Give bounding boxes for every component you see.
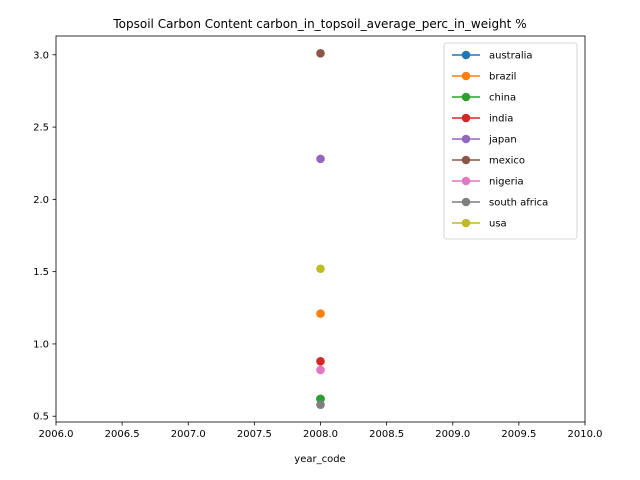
data-point-japan: [316, 154, 325, 164]
y-tick-label: 0.5: [33, 412, 49, 423]
x-tick-label: 2006.5: [105, 429, 140, 440]
y-tick-label: 1.5: [33, 267, 49, 278]
legend-label-india: india: [489, 114, 513, 125]
legend-marker-usa: [461, 218, 471, 228]
legend-label-mexico: mexico: [489, 156, 525, 167]
legend-label-nigeria: nigeria: [489, 177, 524, 188]
data-point-brazil: [316, 309, 325, 318]
x-tick-label: 2009.5: [501, 429, 536, 440]
legend-label-china: china: [489, 93, 516, 104]
legend-marker-nigeria: [461, 176, 471, 186]
y-tick-label: 2.5: [33, 123, 49, 134]
x-tick-label: 2006.0: [39, 429, 74, 440]
legend-box: [443, 42, 578, 240]
x-tick-label: 2008.5: [369, 429, 404, 440]
legend-label-australia: australia: [489, 51, 533, 62]
legend-label-south-africa: south africa: [489, 198, 548, 209]
legend-label-brazil: brazil: [489, 72, 516, 83]
y-tick-label: 2.0: [33, 195, 49, 206]
legend-marker-mexico: [461, 155, 471, 165]
legend-marker-brazil: [461, 71, 471, 81]
legend-label-usa: usa: [489, 219, 507, 230]
x-tick-label: 2010.0: [568, 429, 603, 440]
y-tick-label: 3.0: [33, 50, 49, 61]
data-point-nigeria: [316, 365, 325, 375]
legend-marker-china: [461, 92, 471, 102]
x-tick-label: 2008.0: [303, 429, 338, 440]
legend-marker-australia: [461, 50, 471, 60]
x-tick-label: 2007.0: [171, 429, 206, 440]
legend-marker-japan: [461, 134, 471, 144]
legend-marker-south-africa: [461, 197, 471, 207]
chart-title: Topsoil Carbon Content carbon_in_topsoil…: [112, 17, 526, 31]
legend-marker-india: [461, 113, 471, 123]
y-tick-label: 1.0: [33, 339, 49, 350]
x-tick-label: 2009.0: [435, 429, 470, 440]
x-tick-label: 2007.5: [237, 429, 272, 440]
data-point-mexico: [316, 49, 325, 58]
plot-area: 2006.0 2006.5 2007.0 2007.5 2008.0 2008.5 2009…: [33, 35, 603, 440]
x-axis-label: year_code: [294, 454, 345, 465]
data-point-south-africa: [316, 400, 325, 409]
legend-label-japan: japan: [488, 135, 517, 146]
legend: australia brazil china india japan mexico nige…: [443, 42, 578, 240]
data-point-india: [316, 356, 325, 366]
data-point-usa: [316, 264, 325, 274]
